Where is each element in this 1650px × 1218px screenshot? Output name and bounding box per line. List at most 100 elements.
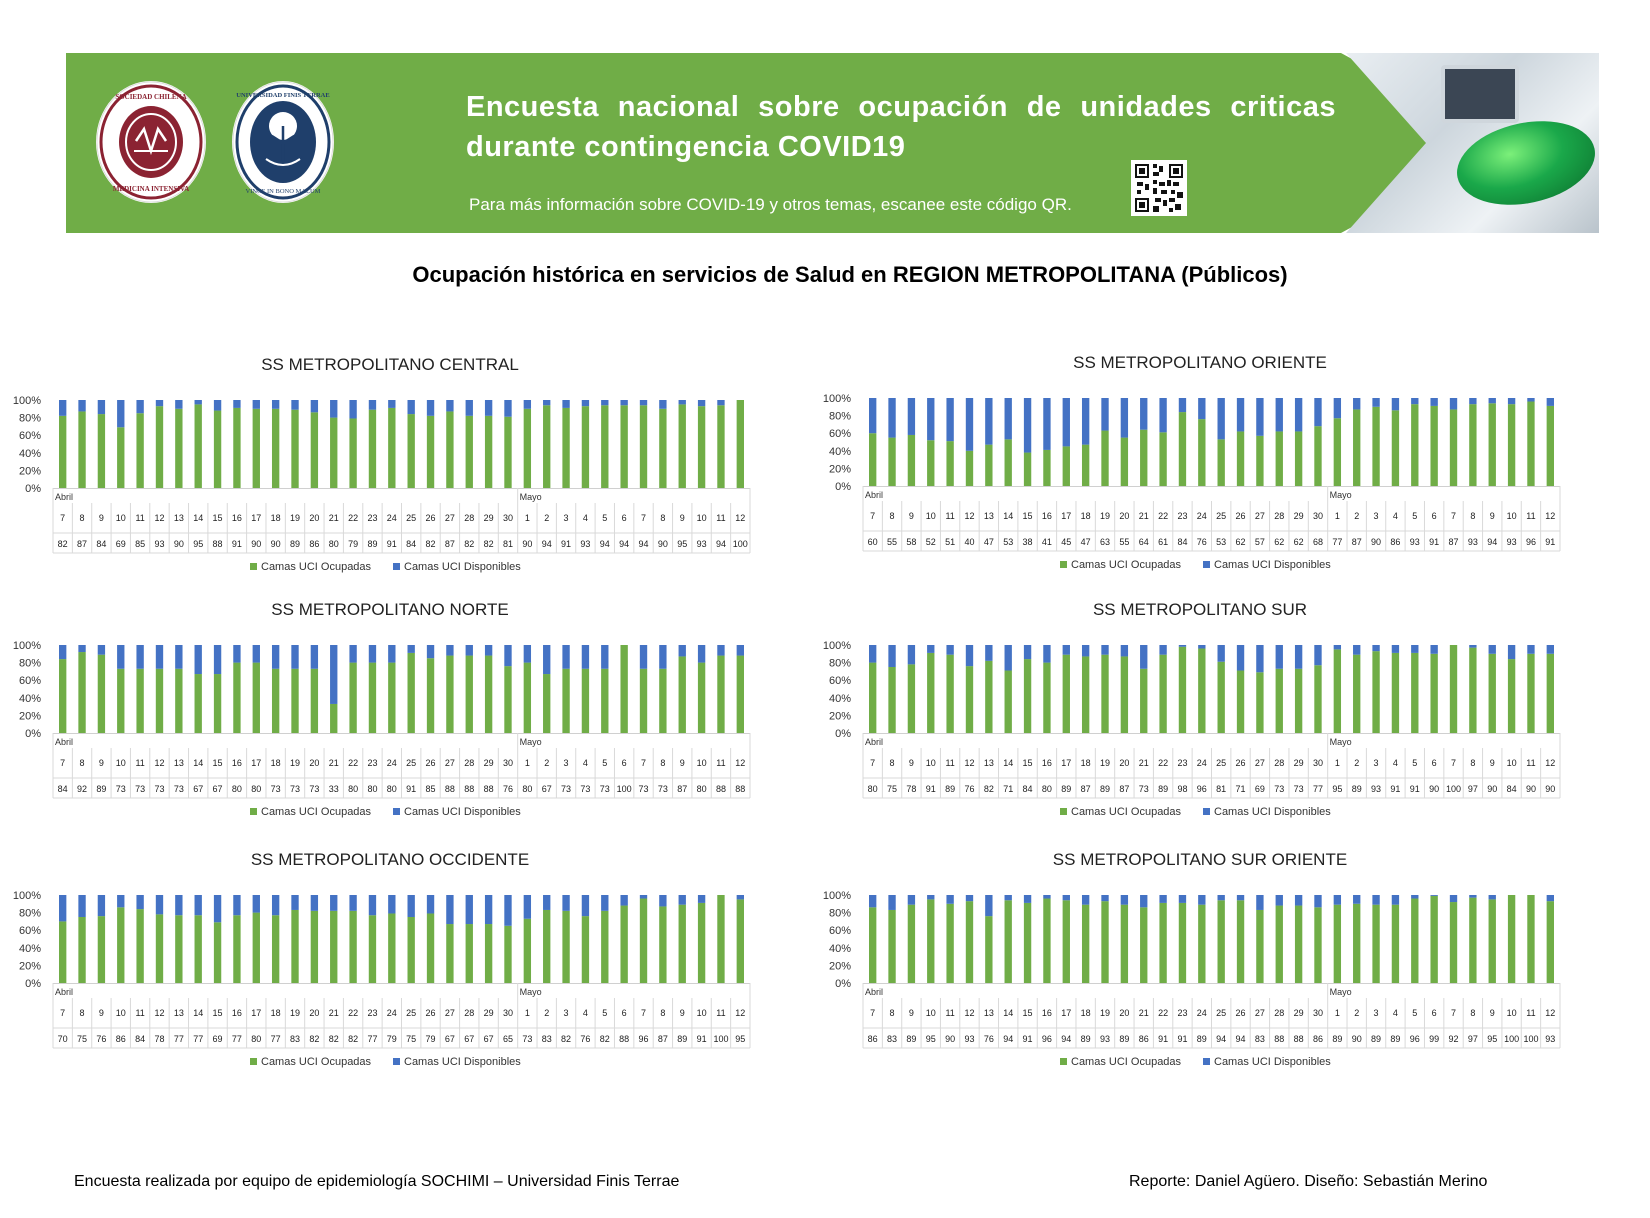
data-label: 84 — [96, 539, 106, 549]
x-tick-label: 1 — [1335, 1008, 1340, 1018]
data-label: 93 — [1507, 537, 1517, 547]
qr-code-icon[interactable] — [1131, 160, 1187, 216]
chart-sur: SS METROPOLITANO SUR 0% 20% 40% 60% 80% 100% A… — [815, 600, 1585, 840]
bar-ocupadas — [1314, 426, 1322, 486]
x-tick-label: 16 — [1042, 511, 1052, 521]
y-tick-label: 100% — [823, 890, 851, 902]
data-label: 94 — [1003, 1034, 1013, 1044]
bar-disponibles — [291, 400, 299, 410]
bar-ocupadas — [1256, 909, 1264, 983]
legend-label: Camas UCI Ocupadas — [261, 1056, 372, 1068]
x-tick-label: 26 — [1236, 511, 1246, 521]
y-tick-label: 0% — [25, 728, 41, 740]
x-tick-label: 27 — [445, 513, 455, 523]
bar-ocupadas — [349, 910, 357, 983]
x-tick-label: 5 — [1412, 758, 1417, 768]
x-tick-label: 25 — [1216, 1008, 1226, 1018]
x-tick-label: 28 — [464, 513, 474, 523]
bar-ocupadas — [1372, 651, 1380, 733]
x-tick-label: 17 — [251, 758, 261, 768]
data-label: 89 — [96, 784, 106, 794]
x-tick-label: 4 — [1393, 511, 1398, 521]
x-tick-label: 30 — [1313, 758, 1323, 768]
bar-disponibles — [1101, 645, 1109, 655]
x-tick-label: 5 — [602, 758, 607, 768]
bar-disponibles — [1333, 645, 1342, 650]
data-label: 91 — [1158, 1034, 1168, 1044]
bar-ocupadas — [1314, 665, 1322, 733]
x-tick-label: 19 — [290, 758, 300, 768]
bar-disponibles — [446, 645, 454, 656]
bar-disponibles — [1469, 398, 1477, 405]
finis-terrae-logo: UNIVERSIDAD FINIS TERRAE VINCE IN BONO M… — [232, 81, 334, 203]
bar-ocupadas — [252, 408, 260, 488]
data-label: 89 — [1352, 784, 1362, 794]
bar-disponibles — [349, 645, 357, 663]
bar-disponibles — [349, 895, 357, 911]
data-label: 77 — [1332, 537, 1342, 547]
x-tick-label: 2 — [1354, 511, 1359, 521]
bar-disponibles — [388, 400, 396, 408]
bar-disponibles — [233, 645, 241, 663]
bar-ocupadas — [1391, 652, 1400, 733]
bar-ocupadas — [388, 407, 396, 488]
x-tick-label: 25 — [1216, 511, 1226, 521]
bar-ocupadas — [484, 415, 493, 488]
data-label: 90 — [1526, 784, 1536, 794]
bar-disponibles — [155, 895, 164, 915]
data-label: 90 — [174, 539, 184, 549]
bar-disponibles — [1391, 645, 1400, 653]
month-label: Mayo — [520, 492, 542, 502]
x-tick-label: 4 — [1393, 1008, 1398, 1018]
legend-swatch-disponibles — [393, 808, 400, 815]
data-label: 91 — [406, 784, 416, 794]
bar-ocupadas — [1488, 653, 1496, 733]
bar-disponibles — [252, 400, 260, 409]
bar-disponibles — [1004, 645, 1012, 671]
x-tick-label: 9 — [680, 513, 685, 523]
bar-ocupadas — [1391, 410, 1400, 486]
data-label: 64 — [1139, 537, 1149, 547]
x-tick-label: 14 — [193, 758, 203, 768]
x-tick-label: 8 — [660, 758, 665, 768]
bar-disponibles — [504, 895, 512, 926]
x-tick-label: 15 — [1023, 758, 1033, 768]
data-label: 82 — [58, 539, 68, 549]
bar-disponibles — [291, 645, 299, 669]
y-tick-label: 20% — [19, 710, 41, 722]
x-tick-label: 19 — [290, 1008, 300, 1018]
data-label: 90 — [945, 1034, 955, 1044]
bar-ocupadas — [1140, 668, 1148, 733]
bar-disponibles — [1275, 645, 1283, 669]
x-tick-label: 12 — [964, 1008, 974, 1018]
data-label: 89 — [906, 1034, 916, 1044]
data-label: 95 — [1487, 1034, 1497, 1044]
bar-disponibles — [1159, 895, 1167, 903]
bar-disponibles — [639, 645, 648, 669]
bar-ocupadas — [310, 412, 319, 488]
bar-ocupadas — [1159, 902, 1167, 983]
x-tick-label: 2 — [1354, 758, 1359, 768]
x-tick-label: 25 — [406, 758, 416, 768]
bar-ocupadas — [620, 645, 628, 733]
bar-disponibles — [271, 895, 280, 916]
x-tick-label: 7 — [641, 758, 646, 768]
x-tick-label: 1 — [1335, 511, 1340, 521]
y-tick-label: 80% — [829, 411, 851, 423]
x-tick-label: 17 — [1061, 1008, 1071, 1018]
x-tick-label: 12 — [735, 1008, 745, 1018]
x-tick-label: 28 — [1274, 1008, 1284, 1018]
bar-disponibles — [213, 645, 222, 675]
legend-label: Camas UCI Disponibles — [1214, 1056, 1331, 1068]
bar-disponibles — [233, 400, 241, 408]
svg-text:SOCIEDAD CHILENA: SOCIEDAD CHILENA — [115, 93, 186, 101]
data-label: 90 — [1545, 784, 1555, 794]
y-tick-label: 100% — [13, 395, 41, 407]
data-label: 77 — [232, 1034, 242, 1044]
bar-ocupadas — [985, 660, 993, 733]
bar-ocupadas — [1101, 901, 1109, 983]
x-tick-label: 16 — [1042, 758, 1052, 768]
data-label: 73 — [154, 784, 164, 794]
data-label: 82 — [464, 539, 474, 549]
data-label: 92 — [77, 784, 87, 794]
